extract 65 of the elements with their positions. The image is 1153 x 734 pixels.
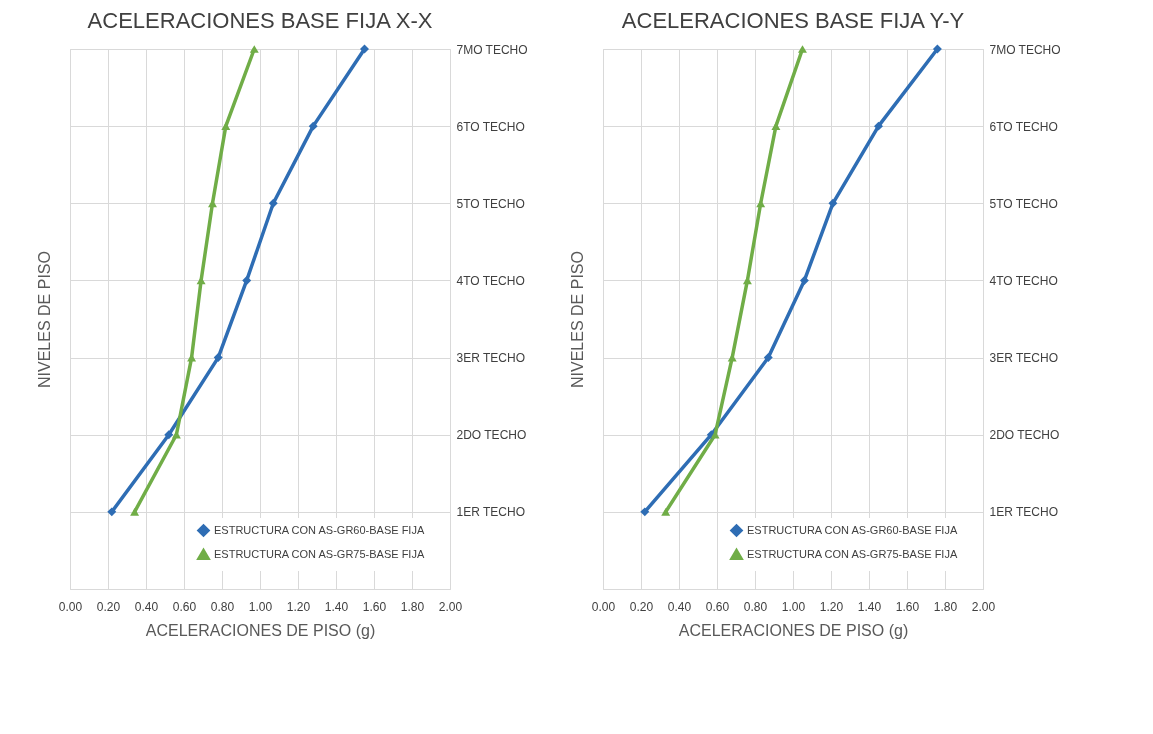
point [242, 275, 252, 285]
x-tick-label: 0.40 [667, 599, 692, 614]
x-tick-label: 1.80 [933, 599, 958, 614]
point [742, 276, 752, 285]
y-tick-label: 7MO TECHO [456, 42, 528, 57]
y-tick-label: 1ER TECHO [456, 505, 525, 520]
point [799, 275, 809, 285]
y-tick-label: 4TO TECHO [989, 273, 1058, 288]
x-axis-title: ACELERACIONES DE PISO (g) [678, 621, 909, 639]
y-tick-label: 3ER TECHO [989, 351, 1058, 366]
x-tick-label: 1.80 [400, 599, 425, 614]
x-tick-label: 1.60 [362, 599, 387, 614]
x-tick-label: 0.20 [629, 599, 654, 614]
x-tick-label: 0.00 [58, 599, 83, 614]
legend-label: ESTRUCTURA CON AS-GR60-BASE FIJA [214, 523, 425, 536]
point [213, 353, 223, 363]
point [268, 198, 278, 208]
legend-label: ESTRUCTURA CON AS-GR60-BASE FIJA [747, 523, 958, 536]
point [932, 44, 942, 54]
x-tick-label: 0.60 [172, 599, 197, 614]
x-tick-label: 1.00 [248, 599, 273, 614]
x-tick-label: 0.40 [134, 599, 159, 614]
x-tick-label: 2.00 [971, 599, 996, 614]
chart-title: ACELERACIONES BASE FIJA Y-Y [621, 8, 965, 33]
y-tick-label: 7MO TECHO [989, 42, 1061, 57]
chart-title: ACELERACIONES BASE FIJA X-X [87, 8, 433, 33]
y-axis-title: NIVELES DE PISO [35, 251, 53, 388]
x-tick-label: 0.00 [591, 599, 616, 614]
point [164, 430, 174, 440]
x-tick-label: 0.20 [96, 599, 121, 614]
x-tick-label: 0.80 [743, 599, 768, 614]
x-tick-label: 2.00 [438, 599, 463, 614]
point [107, 507, 117, 517]
y-tick-label: 6TO TECHO [456, 119, 525, 134]
y-tick-label: 4TO TECHO [456, 273, 525, 288]
x-tick-label: 1.40 [324, 599, 349, 614]
point [130, 507, 140, 516]
x-tick-label: 0.60 [705, 599, 730, 614]
legend-label: ESTRUCTURA CON AS-GR75-BASE FIJA [214, 547, 425, 560]
point [828, 198, 838, 208]
point [308, 121, 318, 131]
point [249, 45, 259, 53]
point [874, 121, 883, 131]
x-tick-label: 1.60 [895, 599, 920, 614]
y-axis-title: NIVELES DE PISO [568, 251, 586, 388]
y-tick-label: 1ER TECHO [989, 505, 1058, 520]
point [798, 45, 807, 53]
y-tick-label: 3ER TECHO [456, 351, 525, 366]
y-tick-label: 5TO TECHO [989, 196, 1058, 211]
y-tick-label: 5TO TECHO [456, 196, 525, 211]
x-tick-label: 1.20 [819, 599, 844, 614]
legend-label: ESTRUCTURA CON AS-GR75-BASE FIJA [747, 547, 958, 560]
x-tick-label: 0.80 [210, 599, 235, 614]
y-tick-label: 2DO TECHO [456, 428, 527, 443]
y-tick-label: 6TO TECHO [989, 119, 1058, 134]
point [661, 507, 671, 516]
x-tick-label: 1.40 [857, 599, 882, 614]
point [771, 122, 781, 131]
x-axis-title: ACELERACIONES DE PISO (g) [145, 621, 376, 639]
y-tick-label: 2DO TECHO [989, 428, 1060, 443]
x-tick-label: 1.20 [286, 599, 311, 614]
point [763, 353, 773, 363]
point [640, 507, 650, 517]
point [221, 122, 231, 131]
x-tick-label: 1.00 [781, 599, 806, 614]
